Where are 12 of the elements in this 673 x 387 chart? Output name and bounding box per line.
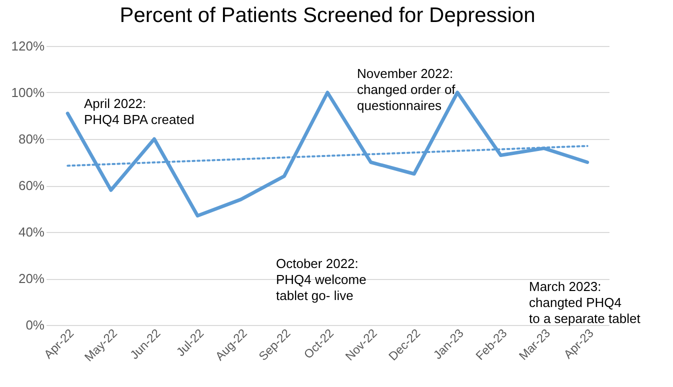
y-tick-label: 60% [18,178,45,193]
y-tick-label: 100% [11,85,45,100]
annotation: November 2022: changed order of questionnaires [357,66,456,113]
y-tick-label: 20% [18,271,45,286]
y-tick-label: 120% [11,38,45,54]
y-tick-label: 0% [26,318,45,332]
y-tick-label: 40% [18,224,45,240]
chart-title: Percent of Patients Screened for Depression [120,4,536,27]
y-tick-label: 80% [18,132,45,146]
annotation: October 2022: PHQ4 welcome tablet go- live [276,256,366,303]
annotation: March 2023: changted PHQ4 to a separate tablet [529,279,641,326]
annotation: April 2022: PHQ4 BPA created [84,96,194,127]
